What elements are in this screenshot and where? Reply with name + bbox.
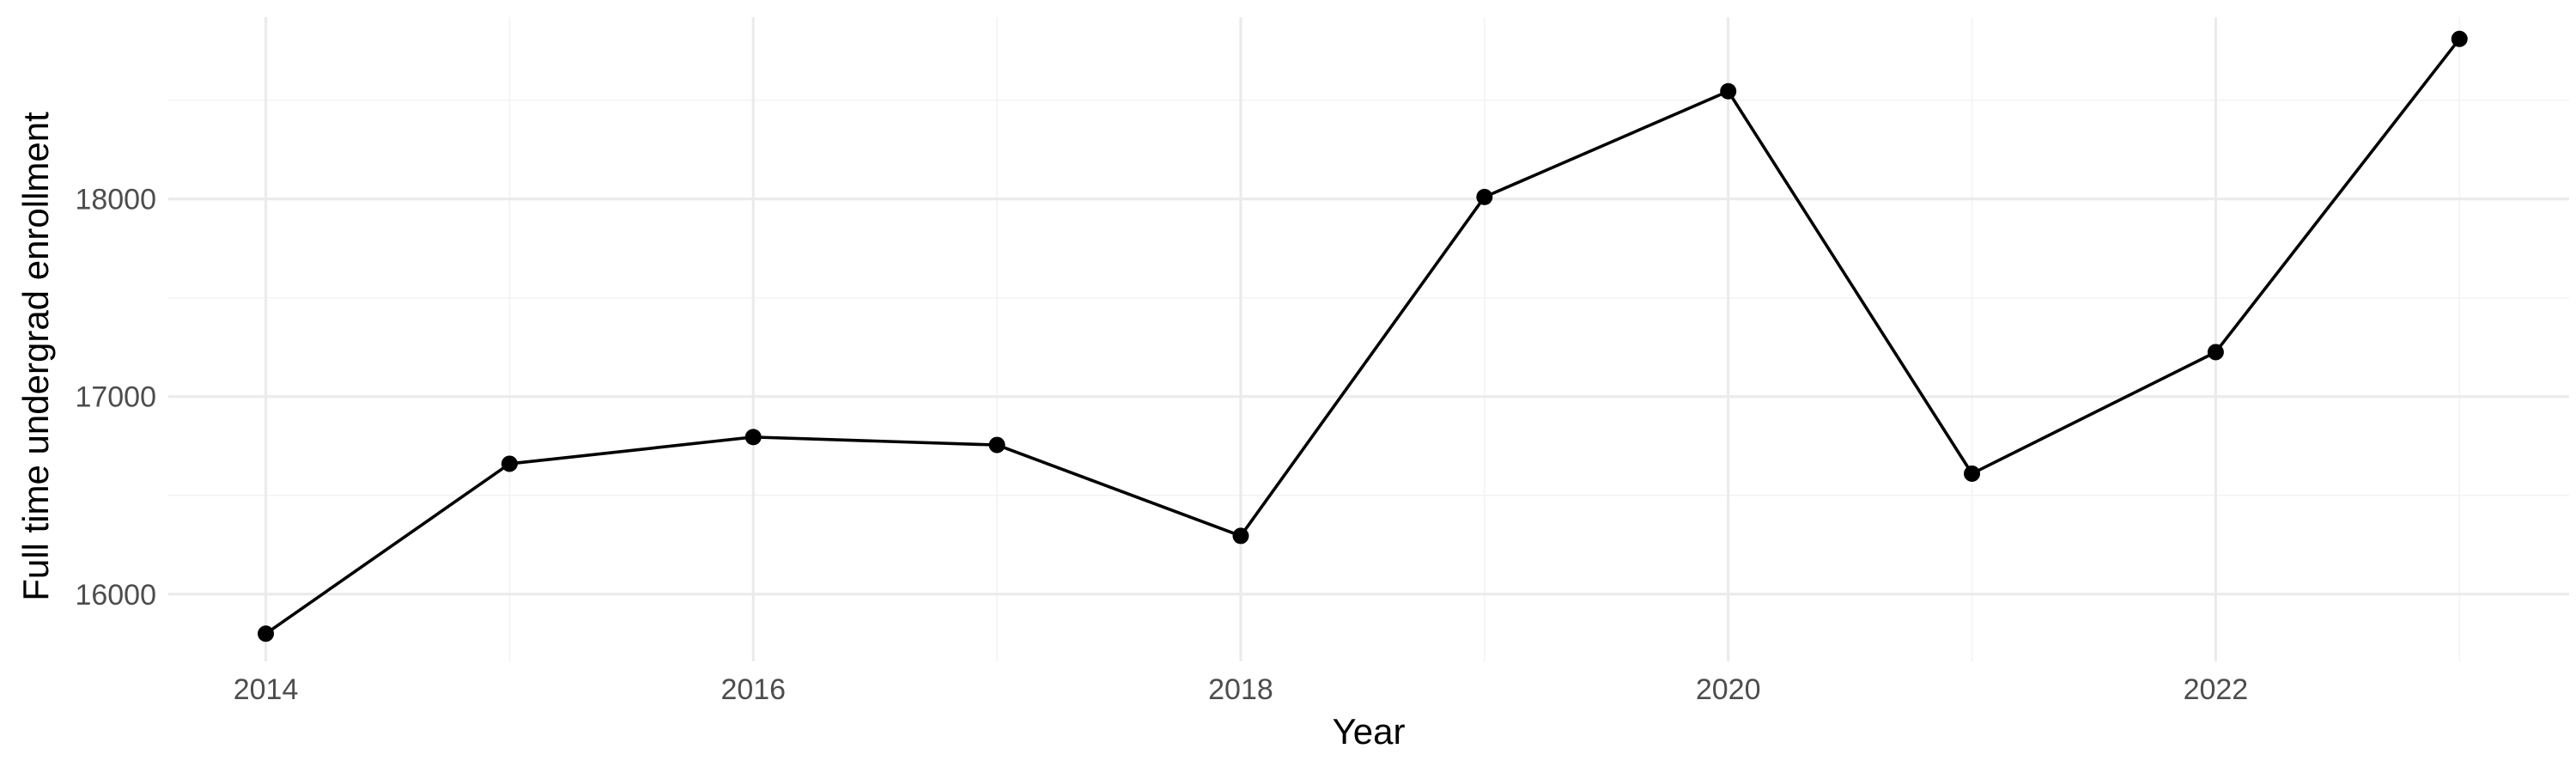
minor-gridlines — [168, 17, 2569, 661]
series-line — [264, 38, 2461, 636]
x-tick-label: 2022 — [2184, 673, 2249, 706]
y-tick-label: 16000 — [75, 579, 156, 612]
data-point — [501, 455, 518, 472]
data-point — [744, 429, 762, 446]
x-tick-label: 2018 — [1208, 673, 1273, 706]
data-point — [2451, 30, 2468, 47]
x-axis-title: Year — [1333, 711, 1406, 752]
data-point — [1964, 465, 1981, 482]
data-point — [988, 436, 1005, 453]
x-tick-label: 2020 — [1696, 673, 1761, 706]
data-point — [1720, 82, 1737, 100]
x-tick-label: 2016 — [720, 673, 786, 706]
y-axis-title: Full time undergrad enrollment — [15, 112, 56, 601]
y-tick-label: 18000 — [75, 184, 156, 216]
series-group — [258, 30, 2468, 642]
data-point — [258, 625, 275, 642]
y-tick-label: 17000 — [75, 381, 156, 414]
data-point — [2207, 344, 2224, 361]
major-gridlines — [168, 17, 2569, 661]
data-point — [1232, 527, 1249, 545]
x-tick-labels: 2014 2016 2018 2020 2022 — [234, 673, 2249, 706]
data-point — [1476, 188, 1493, 205]
x-tick-label: 2014 — [234, 673, 299, 706]
y-tick-labels: 16000 17000 18000 — [75, 184, 156, 612]
